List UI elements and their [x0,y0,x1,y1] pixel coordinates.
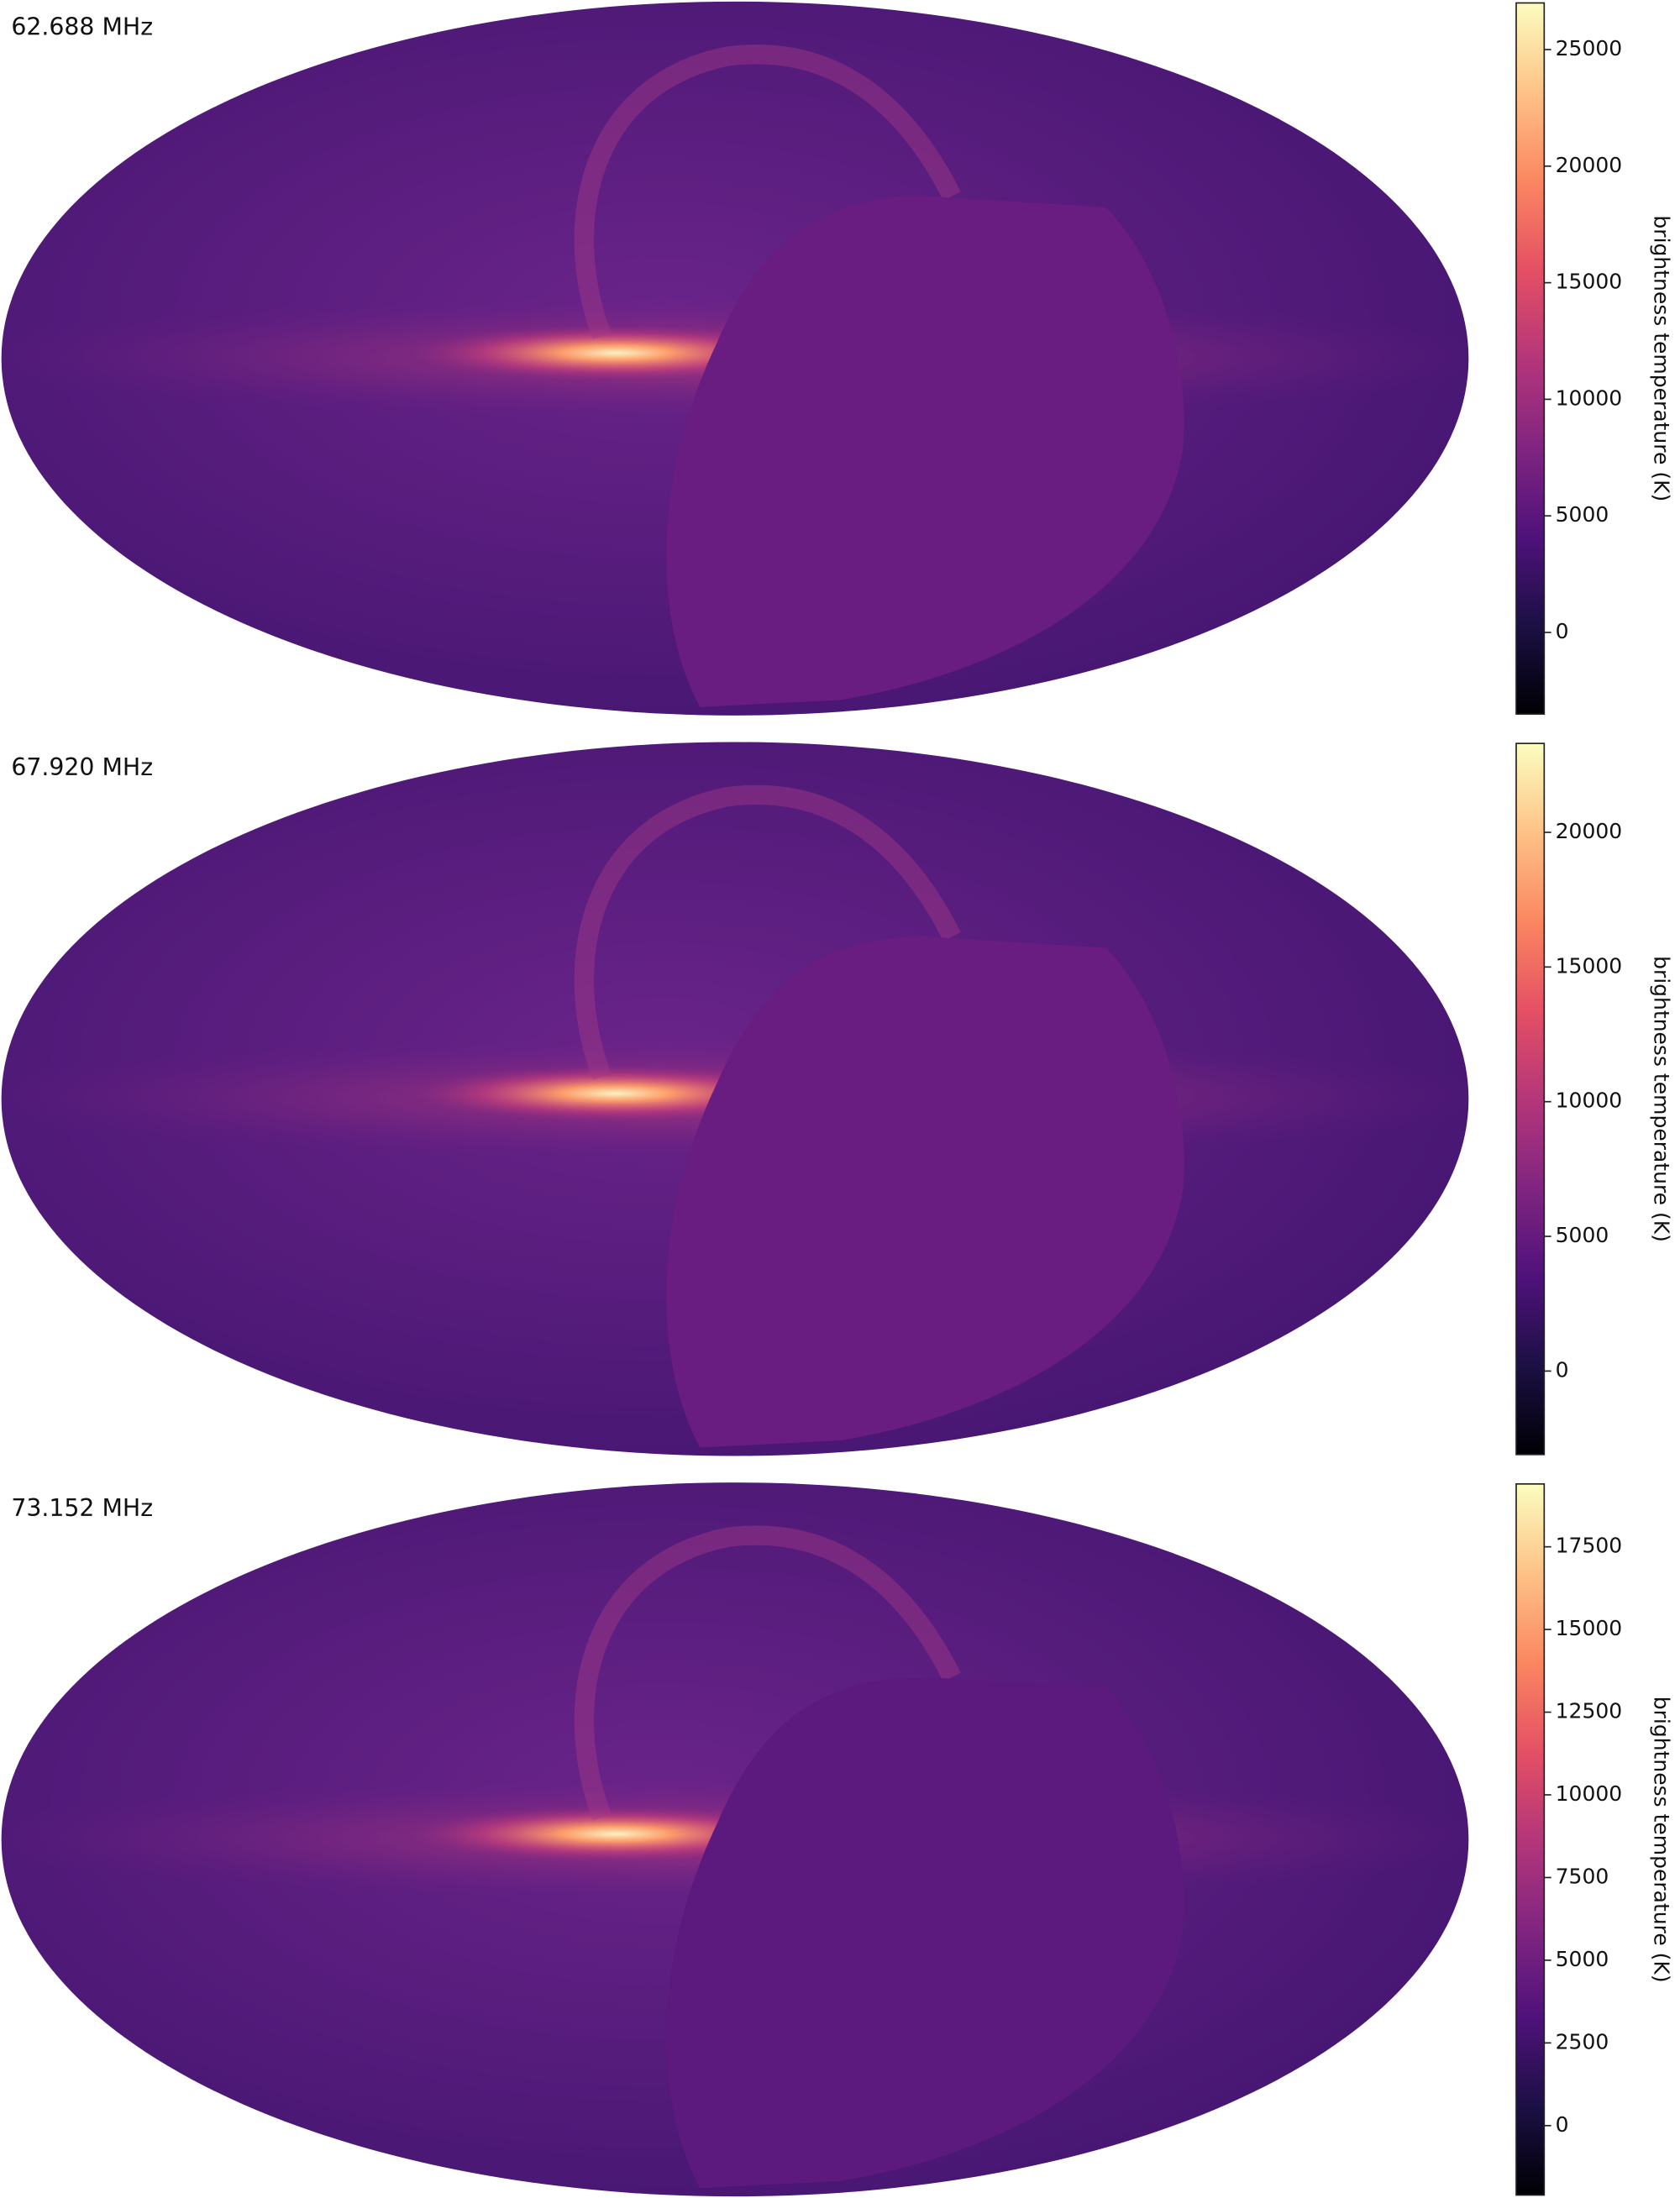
polar-spur [574,784,961,1080]
colorbar-tick-label: 10000 [1556,386,1623,410]
colorbar-tick-label: 5000 [1556,1223,1609,1247]
colorbar-tick-label: 0 [1556,619,1569,643]
colorbar-tick-label: 5000 [1556,502,1609,527]
colorbar-label: brightness temperature (K) [1650,956,1674,1242]
polar-spur [574,1525,961,1821]
colorbar-label: brightness temperature (K) [1650,215,1674,501]
panel: 67.920 MHz 0 5000 10000 15000 20000 brightness… [1,742,1674,1456]
polar-spur [574,45,961,340]
colorbar [1515,1483,1546,2196]
colorbar [1515,742,1546,1456]
colorbar-tick-label: 12500 [1556,1699,1623,1723]
colorbar-tick-label: 2500 [1556,2029,1609,2054]
colorbar-tick-label: 0 [1556,2112,1569,2137]
colorbar-tick-label: 17500 [1556,1534,1623,1558]
colorbar-tick-label: 20000 [1556,153,1623,177]
colorbar-tick-label: 0 [1556,1357,1569,1382]
colorbar-tick-label: 15000 [1556,270,1623,294]
panel-title: 67.920 MHz [11,753,153,781]
mask-region [666,936,1184,1448]
colorbar-tick-label: 15000 [1556,953,1623,978]
colorbar-tick-label: 5000 [1556,1947,1609,1971]
colorbar-label: brightness temperature (K) [1650,1697,1674,1983]
colorbar-tick-label: 25000 [1556,36,1623,60]
sky-map [1,1,1469,716]
colorbar-tick-label: 15000 [1556,1616,1623,1640]
mask-region [666,196,1184,707]
colorbar-tick-label: 20000 [1556,819,1623,843]
colorbar-tick-label: 7500 [1556,1864,1609,1888]
panel-title: 62.688 MHz [11,13,153,41]
panel: 62.688 MHz 0 5000 10000 15000 20000 25000 brigh… [1,1,1674,716]
colorbar-tick-label: 10000 [1556,1781,1623,1806]
sky-map [1,742,1469,1456]
mask-region [666,1676,1184,2189]
colorbar [1515,2,1546,715]
panel-title: 73.152 MHz [11,1494,153,1522]
colorbar-tick-label: 10000 [1556,1089,1623,1113]
panel: 73.152 MHz 0 2500 5000 7500 10000 12500 15000 17… [1,1482,1674,2197]
sky-map [1,1482,1469,2197]
